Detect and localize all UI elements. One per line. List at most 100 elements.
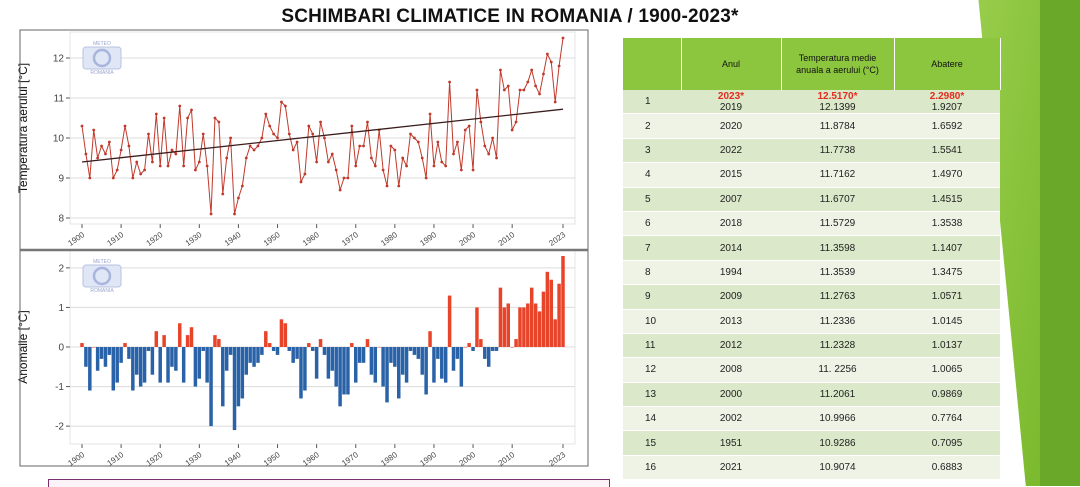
anomaly-bar bbox=[440, 347, 444, 379]
anomaly-bar bbox=[490, 347, 495, 351]
anomaly-bar bbox=[267, 343, 272, 347]
x-tick-label: 1900 bbox=[66, 230, 86, 248]
data-point bbox=[244, 156, 248, 160]
x-tick-label: 2010 bbox=[497, 450, 517, 468]
cell-year: 2015 bbox=[681, 162, 781, 188]
data-point bbox=[272, 132, 276, 136]
data-point bbox=[338, 188, 342, 192]
anomaly-bar bbox=[334, 347, 338, 387]
anomaly-bar bbox=[88, 347, 92, 391]
data-point bbox=[530, 68, 534, 72]
anomaly-bar bbox=[103, 347, 108, 367]
data-point bbox=[452, 152, 455, 156]
x-tick-label: 1960 bbox=[301, 450, 321, 468]
anomaly-bar bbox=[365, 339, 370, 347]
data-point bbox=[256, 144, 260, 148]
x-tick-label: 1980 bbox=[379, 230, 399, 248]
data-point bbox=[295, 140, 299, 144]
data-point bbox=[542, 72, 545, 76]
data-point bbox=[495, 156, 498, 160]
cell-year: 2008 bbox=[681, 357, 781, 383]
anomaly-bar bbox=[275, 347, 280, 355]
header-deviation: Abatere bbox=[894, 38, 1001, 90]
data-point bbox=[326, 160, 330, 164]
cell-temperature-secondary: 12.1399 bbox=[819, 101, 856, 113]
data-point bbox=[248, 144, 252, 148]
data-point bbox=[432, 164, 436, 168]
data-point bbox=[123, 124, 127, 128]
anomaly-bar bbox=[353, 347, 358, 383]
data-point bbox=[115, 168, 119, 172]
cell-rank: 6 bbox=[623, 211, 681, 237]
anomaly-bar bbox=[400, 347, 405, 375]
x-tick-label: 1910 bbox=[106, 450, 126, 468]
cell-year: 2002 bbox=[681, 406, 781, 432]
table-row: 6 2018 11.5729 1.3538 bbox=[623, 211, 1000, 237]
data-point bbox=[92, 128, 96, 132]
anomaly-bar bbox=[135, 347, 139, 375]
anomaly-bar bbox=[299, 347, 303, 399]
data-point bbox=[471, 168, 475, 172]
data-point bbox=[252, 148, 256, 152]
data-point bbox=[291, 148, 295, 152]
anomaly-bar bbox=[205, 347, 209, 383]
data-point bbox=[561, 36, 565, 40]
cell-rank: 14 bbox=[623, 406, 681, 432]
table-row: 5 2007 11.6707 1.4515 bbox=[623, 187, 1000, 212]
logo-top-text: METEO bbox=[93, 259, 111, 265]
anomaly-bar bbox=[166, 347, 170, 383]
anomaly-bar bbox=[213, 335, 217, 347]
table-row: 13 2000 11.2061 0.9869 bbox=[623, 382, 1000, 408]
data-point bbox=[143, 168, 146, 172]
data-point bbox=[518, 88, 522, 92]
data-point bbox=[229, 136, 233, 140]
data-point bbox=[506, 84, 510, 88]
data-point bbox=[205, 164, 209, 168]
anomaly-bar bbox=[557, 283, 561, 347]
trend-line bbox=[81, 108, 564, 163]
anomaly-bar bbox=[279, 319, 284, 347]
data-point bbox=[315, 160, 319, 164]
data-point bbox=[522, 88, 526, 92]
anomaly-bar bbox=[416, 347, 421, 359]
cell-rank: 9 bbox=[623, 284, 681, 310]
table-row: 14 2002 10.9966 0.7764 bbox=[623, 406, 1000, 432]
cell-year: 2000 bbox=[681, 382, 781, 408]
cell-rank: 15 bbox=[623, 430, 681, 456]
cell-rank: 2 bbox=[623, 113, 681, 139]
anomaly-chart: -2 -1 0 1 2 METEO ROMANIA Anomalie [°C] 1900 1910… bbox=[16, 249, 576, 468]
anomaly-bar bbox=[424, 347, 428, 395]
data-point bbox=[139, 172, 143, 176]
cell-temperature: 11.2061 bbox=[781, 382, 894, 408]
data-point bbox=[487, 152, 491, 156]
anomaly-bar bbox=[131, 347, 135, 391]
data-point bbox=[217, 120, 221, 124]
table-row: 4 2015 11.7162 1.4970 bbox=[623, 162, 1000, 188]
anomaly-bar bbox=[283, 323, 288, 347]
anomaly-bar bbox=[174, 347, 178, 371]
table-row: 12 2008 11. 2256 1.0065 bbox=[623, 357, 1000, 383]
header-temperature: Temperatura medie anuala a aerului (°C) bbox=[781, 38, 895, 90]
anomaly-bar bbox=[209, 347, 213, 427]
data-point bbox=[135, 160, 139, 164]
data-point bbox=[104, 152, 107, 156]
charts-frame bbox=[19, 29, 589, 467]
anomaly-bar bbox=[252, 347, 256, 367]
anomaly-bar bbox=[260, 347, 264, 355]
anomaly-bar bbox=[146, 347, 151, 351]
y-tick-label: 11 bbox=[54, 94, 65, 105]
data-point bbox=[416, 140, 420, 144]
anomaly-bar bbox=[397, 347, 401, 399]
cell-rank: 8 bbox=[623, 260, 681, 286]
logo-badge bbox=[82, 264, 122, 288]
data-point bbox=[221, 192, 225, 196]
cell-temperature: 10.9074 bbox=[781, 455, 894, 481]
data-point bbox=[280, 100, 283, 104]
anomaly-bar bbox=[377, 347, 381, 348]
data-point bbox=[502, 88, 506, 92]
anomaly-bar bbox=[412, 347, 417, 355]
cell-rank: 12 bbox=[623, 357, 681, 383]
data-point bbox=[553, 100, 557, 104]
data-point bbox=[170, 148, 174, 152]
anomaly-bar bbox=[510, 347, 514, 348]
